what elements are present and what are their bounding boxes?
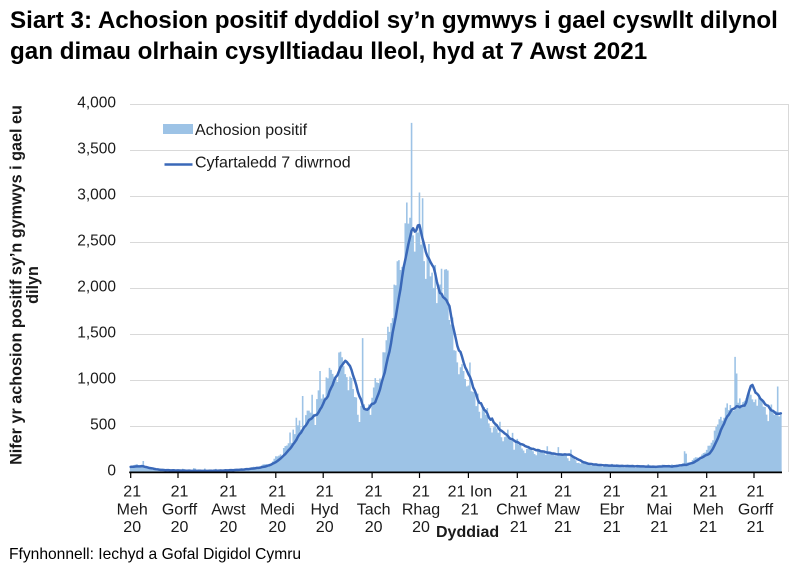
- svg-text:20: 20: [171, 519, 189, 536]
- svg-text:Hyd: Hyd: [310, 501, 338, 518]
- svg-text:4,000: 4,000: [77, 95, 116, 112]
- svg-text:Cyfartaledd 7 diwrnod: Cyfartaledd 7 diwrnod: [195, 154, 351, 171]
- svg-text:21: 21: [220, 484, 238, 501]
- svg-text:20: 20: [220, 519, 238, 536]
- svg-text:Meh: Meh: [693, 501, 724, 518]
- svg-text:1,500: 1,500: [77, 325, 116, 342]
- svg-text:21: 21: [554, 519, 572, 536]
- svg-text:Maw: Maw: [546, 501, 580, 518]
- svg-text:21: 21: [412, 484, 430, 501]
- svg-text:Mai: Mai: [646, 501, 672, 518]
- svg-text:20: 20: [268, 519, 286, 536]
- svg-text:21: 21: [510, 519, 528, 536]
- svg-text:20: 20: [412, 519, 430, 536]
- svg-text:21: 21: [747, 484, 765, 501]
- svg-text:Rhag: Rhag: [402, 501, 440, 518]
- svg-text:21: 21: [603, 519, 621, 536]
- svg-text:21: 21: [650, 484, 668, 501]
- svg-text:20: 20: [316, 519, 334, 536]
- svg-text:21: 21: [268, 484, 286, 501]
- svg-text:20: 20: [365, 519, 383, 536]
- svg-text:3,500: 3,500: [77, 141, 116, 158]
- svg-text:21: 21: [699, 484, 717, 501]
- svg-text:20: 20: [123, 519, 141, 536]
- svg-text:Medi: Medi: [260, 501, 295, 518]
- svg-text:Chwef: Chwef: [496, 501, 542, 518]
- svg-text:Achosion positif: Achosion positif: [195, 122, 308, 139]
- svg-text:Gorff: Gorff: [738, 501, 774, 518]
- svg-text:21: 21: [699, 519, 717, 536]
- svg-text:21: 21: [461, 501, 479, 518]
- svg-text:0: 0: [107, 463, 116, 480]
- svg-text:21: 21: [554, 484, 572, 501]
- svg-text:21: 21: [365, 484, 383, 501]
- svg-text:21: 21: [510, 484, 528, 501]
- svg-text:Awst: Awst: [211, 501, 246, 518]
- svg-text:1,000: 1,000: [77, 371, 116, 388]
- svg-text:Meh: Meh: [117, 501, 148, 518]
- svg-text:Ebr: Ebr: [599, 501, 625, 518]
- svg-text:21: 21: [603, 484, 621, 501]
- svg-text:21 Ion: 21 Ion: [448, 484, 492, 501]
- svg-text:21: 21: [123, 484, 141, 501]
- svg-text:Nifer yr achosion positif sy’n: Nifer yr achosion positif sy’n gymwys i …: [8, 105, 26, 465]
- svg-text:2,500: 2,500: [77, 233, 116, 250]
- svg-text:21: 21: [316, 484, 334, 501]
- svg-text:Tach: Tach: [357, 501, 391, 518]
- svg-text:500: 500: [90, 417, 116, 434]
- svg-text:dilyn: dilyn: [24, 266, 42, 304]
- svg-text:21: 21: [171, 484, 189, 501]
- svg-text:21: 21: [650, 519, 668, 536]
- svg-text:2,000: 2,000: [77, 279, 116, 296]
- svg-text:Gorff: Gorff: [162, 501, 198, 518]
- svg-text:3,000: 3,000: [77, 187, 116, 204]
- svg-text:Dyddiad: Dyddiad: [436, 524, 499, 541]
- svg-text:21: 21: [747, 519, 765, 536]
